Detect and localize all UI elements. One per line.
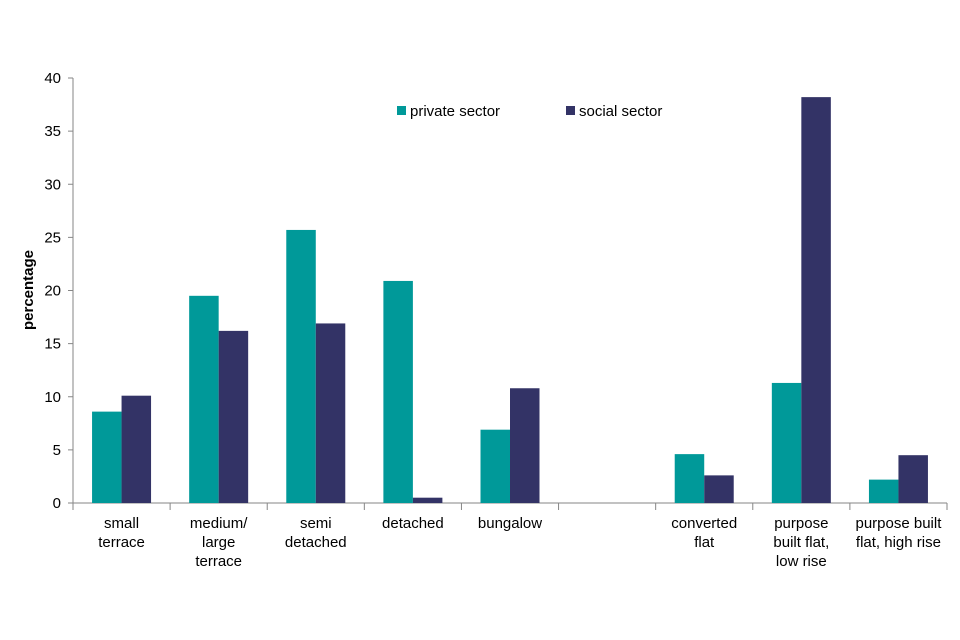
y-axis-title: percentage (20, 250, 37, 330)
y-tick-label: 25 (44, 229, 61, 246)
bar-social-sector (121, 395, 152, 503)
y-tick-label: 35 (44, 123, 61, 140)
bar-social-sector (218, 330, 249, 503)
labels-layer: 0 5 10 15 20 25 30 35 40 percentage small terrace me… (20, 70, 942, 570)
bar-social-sector (801, 97, 831, 503)
x-category-label: converted (671, 515, 737, 532)
y-tick-label: 15 (44, 336, 61, 353)
bar-private-sector (480, 429, 510, 503)
bar-private-sector (868, 479, 899, 503)
legend-label: social sector (579, 103, 662, 120)
bar-private-sector (92, 411, 122, 503)
x-category-label: medium/ (190, 515, 248, 532)
bar-social-sector (898, 455, 928, 503)
bars-layer (92, 97, 928, 503)
x-category-label: flat (694, 534, 715, 551)
bar-social-sector (704, 475, 734, 503)
y-tick-label: 0 (53, 495, 61, 512)
x-category-label: semi (300, 515, 332, 532)
x-category-label: small (104, 515, 139, 532)
legend-swatch (566, 106, 575, 115)
bar-private-sector (286, 229, 316, 503)
legend-label: private sector (410, 103, 500, 120)
x-category-label: terrace (98, 534, 145, 551)
x-category-label: flat, high rise (856, 534, 941, 551)
bar-private-sector (771, 382, 802, 503)
bar-private-sector (383, 280, 413, 503)
bar-private-sector (189, 295, 219, 503)
x-category-label: large (202, 534, 235, 551)
y-tick-label: 40 (44, 70, 61, 87)
x-category-label: low rise (776, 553, 827, 570)
bar-private-sector (674, 454, 705, 503)
y-tick-label: 30 (44, 176, 61, 193)
x-category-label: bungalow (478, 515, 542, 532)
x-category-label: built flat, (773, 534, 829, 551)
x-category-label: terrace (195, 553, 242, 570)
y-tick-label: 5 (53, 442, 61, 459)
bar-social-sector (315, 323, 346, 503)
x-category-label: purpose (774, 515, 828, 532)
x-category-label: detached (382, 515, 444, 532)
bar-social-sector (412, 497, 443, 503)
x-category-label: detached (285, 534, 347, 551)
x-category-label: purpose built (855, 515, 942, 532)
y-tick-label: 20 (44, 283, 61, 300)
bar-social-sector (510, 388, 540, 503)
legend-swatch (397, 106, 406, 115)
y-tick-label: 10 (44, 389, 61, 406)
legend: private sector social sector (397, 103, 662, 120)
